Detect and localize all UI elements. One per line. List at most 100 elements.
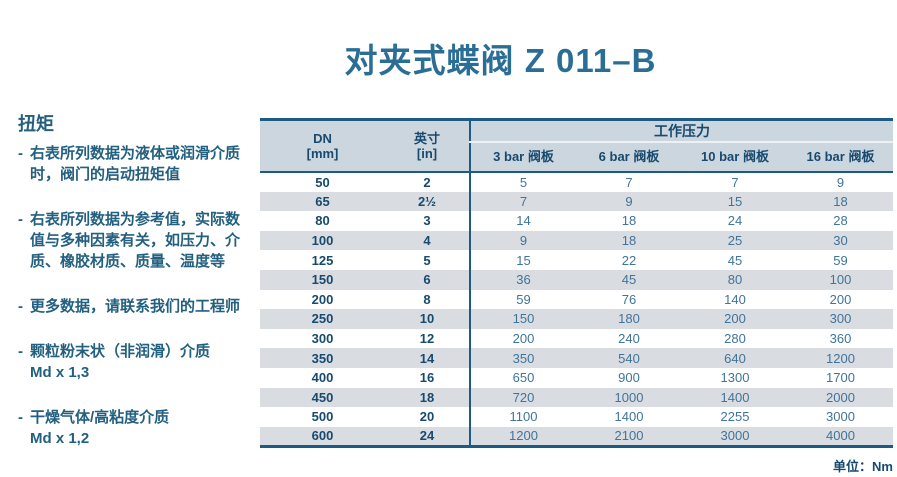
torque-value-cell: 7: [469, 191, 576, 212]
torque-value-cell: 7: [731, 174, 739, 190]
dn-cell: 500: [311, 409, 334, 425]
dn-cell: 50: [315, 174, 330, 190]
dn-cell: 350: [311, 350, 334, 366]
inch-header-line1: 英寸: [413, 131, 440, 146]
torque-value-cell: 24: [727, 213, 743, 229]
bullet-dash: -: [18, 409, 23, 426]
torque-value-cell: 1400: [720, 389, 750, 405]
torque-value-cell: 18: [621, 233, 637, 249]
torque-value-cell: 640: [724, 350, 746, 366]
note-item: - 干燥气体/高粘度介质 Md x 1,2: [18, 407, 256, 449]
dn-cell: 400: [311, 370, 334, 386]
torque-value-cell: 280: [724, 331, 746, 347]
torque-value-cell: 4000: [826, 428, 855, 444]
inch-cell: 8: [423, 291, 431, 307]
table-header: DN [mm] 英寸 [in] 工作压力 3 bar 阀板 6 bar 阀板 1…: [260, 119, 893, 172]
inch-cell: 2½: [417, 193, 437, 209]
inch-column-header: 英寸 [in]: [385, 119, 470, 172]
inch-cell: 10: [419, 311, 435, 327]
notes-list: - 右表所列数据为液体或润滑介质 时，阀门的启动扭矩值 - 右表所列数据为参考值，实际…: [18, 143, 256, 449]
table-row: 250 10 150 180 200 300: [260, 309, 893, 329]
note-item: - 右表所列数据为液体或润滑介质 时，阀门的启动扭矩值: [18, 143, 256, 185]
torque-value-cell: 900: [618, 370, 640, 386]
torque-table: DN [mm] 英寸 [in] 工作压力 3 bar 阀板 6 bar 阀板 1…: [260, 118, 893, 448]
torque-value-cell: 80: [727, 272, 743, 288]
torque-value-cell: 360: [829, 331, 852, 347]
note-text: 干燥气体/高粘度介质 Md x 1,2: [30, 409, 170, 447]
torque-value-cell: 1100: [469, 407, 576, 427]
dn-cell: 600: [311, 428, 334, 444]
torque-value-cell: 36: [469, 269, 576, 290]
torque-value-cell: 9: [625, 193, 633, 209]
torque-value-cell: 18: [621, 213, 637, 229]
table-row: 100 4 9 18 25 30: [260, 230, 893, 251]
title-bar: 对夹式蝶阀 Z 011–B: [104, 34, 897, 82]
dn-cell: 300: [311, 331, 334, 347]
torque-value-cell: 9: [469, 230, 576, 251]
torque-value-cell: 200: [469, 328, 576, 349]
torque-value-cell: 59: [833, 252, 848, 268]
table-row: 150 6 36 45 80 100: [260, 269, 893, 290]
torque-value-cell: 540: [618, 350, 640, 366]
dn-cell: 100: [311, 233, 334, 249]
inch-header-line2: [in]: [416, 146, 438, 161]
torque-value-cell: 1400: [614, 409, 644, 425]
bullet-dash: -: [18, 145, 23, 162]
table-row: 350 14 350 540 640 1200: [260, 348, 893, 368]
torque-value-cell: 1000: [614, 389, 644, 405]
dn-cell: 80: [315, 213, 330, 229]
table-row: 450 18 720 1000 1400 2000: [260, 387, 893, 408]
dn-cell: 200: [311, 291, 334, 307]
inch-cell: 20: [419, 409, 435, 425]
dn-cell: 250: [311, 311, 334, 327]
torque-value-cell: 200: [724, 311, 746, 327]
torque-value-cell: 140: [724, 291, 746, 307]
bullet-dash: -: [18, 298, 23, 315]
torque-value-cell: 2255: [720, 409, 750, 425]
torque-value-cell: 18: [833, 193, 848, 209]
table-row: 400 16 650 900 1300 1700: [260, 367, 893, 388]
inch-cell: 24: [419, 428, 435, 444]
dn-header-line1: DN: [313, 131, 332, 146]
torque-value-cell: 350: [469, 348, 576, 368]
notes-sidebar: 扭矩 - 右表所列数据为液体或润滑介质 时，阀门的启动扭矩值 - 右表所列数据为参考值…: [18, 110, 256, 473]
torque-value-cell: 45: [621, 272, 637, 288]
note-item: - 颗粒粉末状（非润滑）介质 Md x 1,3: [18, 341, 256, 383]
torque-value-cell: 180: [618, 311, 640, 327]
torque-value-cell: 7: [625, 174, 633, 190]
table-row: 80 3 14 18 24 28: [260, 211, 893, 231]
torque-value-cell: 240: [618, 331, 640, 347]
torque-value-cell: 5: [469, 172, 576, 192]
dn-cell: 65: [315, 193, 330, 209]
inch-cell: 14: [419, 350, 435, 366]
torque-value-cell: 1200: [469, 426, 576, 447]
dn-column-header: DN [mm]: [260, 119, 385, 172]
torque-value-cell: 2000: [826, 389, 855, 405]
bullet-dash: -: [18, 211, 23, 228]
note-text: 颗粒粉末状（非润滑）介质 Md x 1,3: [30, 343, 211, 381]
inch-cell: 16: [419, 370, 435, 386]
inch-cell: 4: [423, 233, 431, 249]
torque-value-cell: 76: [621, 291, 637, 307]
torque-value-cell: 150: [469, 309, 576, 329]
table-row: 600 24 1200 2100 3000 4000: [260, 426, 893, 447]
dn-header-line2: [mm]: [306, 146, 339, 161]
torque-heading: 扭矩: [18, 114, 54, 134]
working-pressure-header: 工作压力: [469, 119, 893, 143]
dn-cell: 450: [311, 389, 334, 405]
note-item: - 右表所列数据为参考值，实际数 值与多种因素有关，如压力、介 质、橡胶材质、质量…: [18, 209, 256, 272]
pressure-3bar-header: 3 bar 阀板: [469, 142, 576, 172]
torque-value-cell: 720: [469, 387, 576, 408]
torque-value-cell: 1200: [826, 350, 855, 366]
torque-value-cell: 30: [833, 233, 848, 249]
note-text: 右表所列数据为参考值，实际数 值与多种因素有关，如压力、介 质、橡胶材质、质量、…: [30, 211, 241, 270]
table-row: 50 2 5 7 7 9: [260, 172, 893, 192]
inch-cell: 2: [423, 174, 431, 190]
torque-value-cell: 1700: [826, 370, 855, 386]
torque-value-cell: 300: [829, 311, 852, 327]
inch-cell: 18: [419, 389, 435, 405]
unit-note: 单位：Nm: [833, 459, 893, 474]
pressure-16bar-header: 16 bar 阀板: [788, 142, 893, 172]
torque-value-cell: 3000: [826, 409, 855, 425]
